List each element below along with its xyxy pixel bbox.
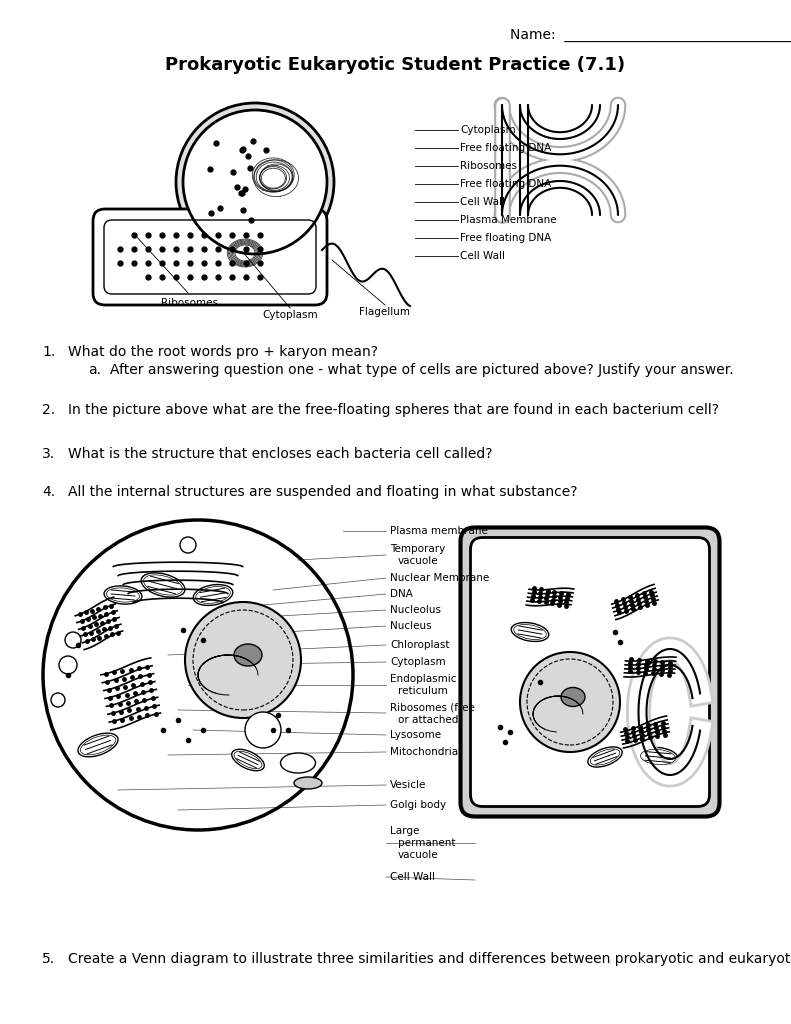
Text: Nucleolus: Nucleolus xyxy=(390,605,441,615)
Ellipse shape xyxy=(561,687,585,707)
Ellipse shape xyxy=(294,777,322,790)
Text: Plasma Membrane: Plasma Membrane xyxy=(460,215,557,225)
Text: Cell Wall: Cell Wall xyxy=(390,872,435,882)
Text: Free floating DNA: Free floating DNA xyxy=(460,179,551,189)
Text: Cytoplasm: Cytoplasm xyxy=(262,310,318,319)
Ellipse shape xyxy=(193,585,233,605)
Text: Nucleus: Nucleus xyxy=(390,621,432,631)
Text: reticulum: reticulum xyxy=(398,686,448,696)
Text: What is the structure that encloses each bacteria cell called?: What is the structure that encloses each… xyxy=(68,447,493,461)
Text: All the internal structures are suspended and floating in what substance?: All the internal structures are suspende… xyxy=(68,485,577,499)
Text: Cell Wall: Cell Wall xyxy=(460,197,505,207)
Text: Golgi body: Golgi body xyxy=(390,800,446,810)
FancyBboxPatch shape xyxy=(471,538,710,807)
Text: Free floating DNA: Free floating DNA xyxy=(460,233,551,243)
Circle shape xyxy=(43,520,353,830)
Text: Ribosomes: Ribosomes xyxy=(460,161,517,171)
Text: Chloroplast: Chloroplast xyxy=(390,640,449,650)
Ellipse shape xyxy=(176,103,334,261)
Text: Create a Venn diagram to illustrate three similarities and differences between p: Create a Venn diagram to illustrate thre… xyxy=(68,952,791,966)
Ellipse shape xyxy=(104,586,142,604)
Text: Cytoplasm: Cytoplasm xyxy=(460,125,516,135)
Text: Name:  ___________________________________: Name: __________________________________… xyxy=(510,28,791,42)
FancyBboxPatch shape xyxy=(93,209,327,305)
Text: or attached): or attached) xyxy=(398,714,463,724)
Text: a.: a. xyxy=(88,362,101,377)
Text: vacuole: vacuole xyxy=(398,850,439,860)
Text: In the picture above what are the free-floating spheres that are found in each b: In the picture above what are the free-f… xyxy=(68,403,719,417)
Text: Nuclear Membrane: Nuclear Membrane xyxy=(390,573,490,583)
Text: Large: Large xyxy=(390,826,419,836)
Text: 2.: 2. xyxy=(42,403,55,417)
Text: What do the root words pro + karyon mean?: What do the root words pro + karyon mean… xyxy=(68,345,378,359)
Text: Cytoplasm: Cytoplasm xyxy=(390,657,445,667)
Text: 5.: 5. xyxy=(42,952,55,966)
Text: Plasma membrane: Plasma membrane xyxy=(390,526,488,536)
Text: Mitochondria: Mitochondria xyxy=(390,746,458,757)
Text: permanent: permanent xyxy=(398,838,456,848)
Text: Free floating DNA: Free floating DNA xyxy=(460,143,551,153)
Text: Temporary: Temporary xyxy=(390,544,445,554)
Text: 4.: 4. xyxy=(42,485,55,499)
Text: After answering question one - what type of cells are pictured above? Justify yo: After answering question one - what type… xyxy=(110,362,733,377)
Text: vacuole: vacuole xyxy=(398,556,439,566)
Text: Ribosomes (free: Ribosomes (free xyxy=(390,702,475,712)
Text: Ribosomes: Ribosomes xyxy=(161,298,218,308)
Ellipse shape xyxy=(281,753,316,773)
Text: Endoplasmic: Endoplasmic xyxy=(390,674,456,684)
Circle shape xyxy=(520,652,620,752)
Text: Lysosome: Lysosome xyxy=(390,730,441,740)
Circle shape xyxy=(185,602,301,718)
Ellipse shape xyxy=(183,110,327,254)
Text: Prokaryotic Eukaryotic Student Practice (7.1): Prokaryotic Eukaryotic Student Practice … xyxy=(165,56,625,74)
FancyBboxPatch shape xyxy=(460,527,720,816)
Text: Vesicle: Vesicle xyxy=(390,780,426,790)
Ellipse shape xyxy=(511,623,549,641)
Ellipse shape xyxy=(638,748,678,767)
Ellipse shape xyxy=(588,746,623,767)
Ellipse shape xyxy=(78,733,118,757)
Ellipse shape xyxy=(141,572,185,597)
Text: 3.: 3. xyxy=(42,447,55,461)
Ellipse shape xyxy=(232,750,264,771)
Text: Cell Wall: Cell Wall xyxy=(460,251,505,261)
Circle shape xyxy=(245,712,281,748)
Text: Flagellum: Flagellum xyxy=(359,307,411,317)
Ellipse shape xyxy=(234,644,262,666)
Text: 1.: 1. xyxy=(42,345,55,359)
Text: DNA: DNA xyxy=(390,589,413,599)
